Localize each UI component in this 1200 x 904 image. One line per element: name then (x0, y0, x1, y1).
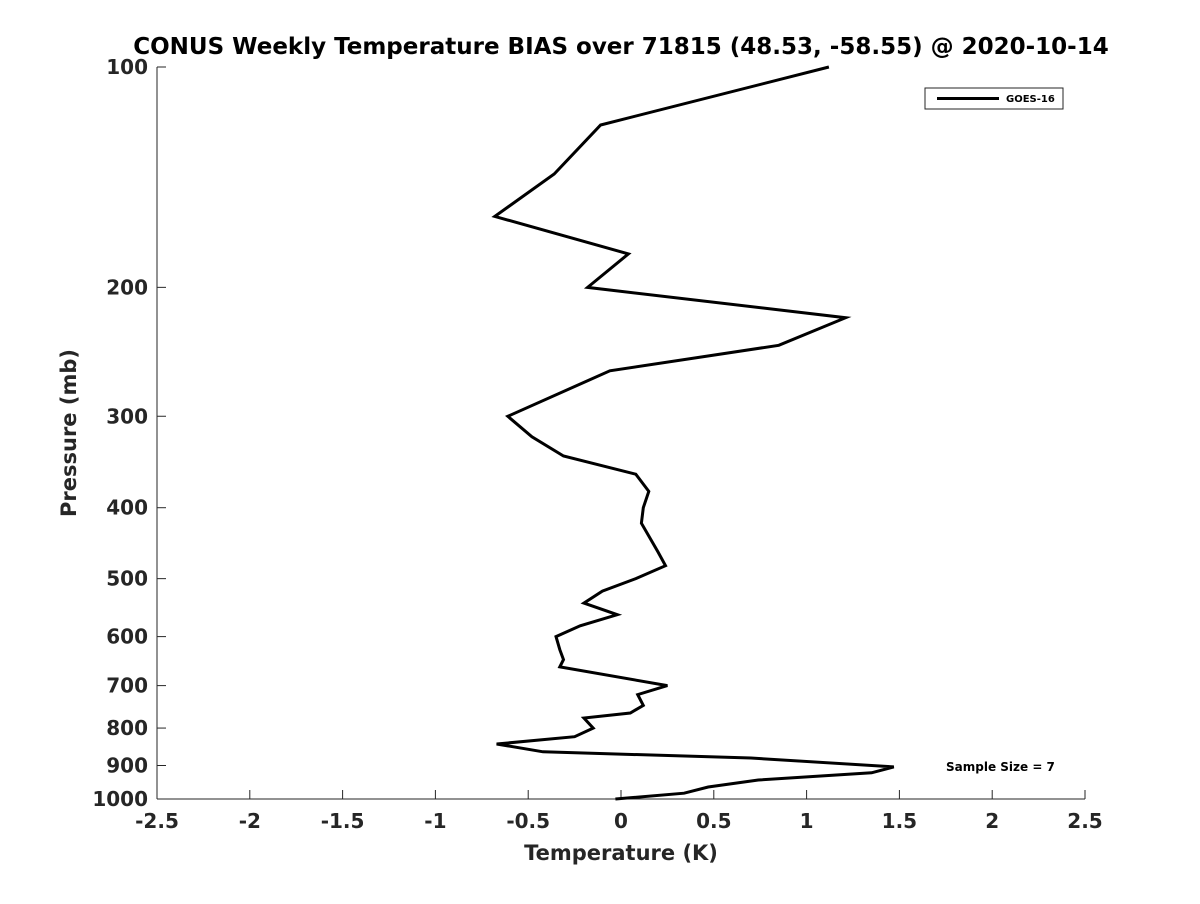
y-tick-label: 500 (106, 567, 148, 591)
y-tick-label: 1000 (92, 787, 148, 811)
x-tick-label: 2 (985, 809, 999, 833)
x-tick-label: -2.5 (135, 809, 179, 833)
y-tick-label: 200 (106, 275, 148, 299)
x-tick-label: 1.5 (882, 809, 917, 833)
y-tick-label: 100 (106, 55, 148, 79)
series-layer (491, 65, 895, 801)
x-tick-label: 1 (800, 809, 814, 833)
axes (156, 67, 1085, 800)
legend: GOES-16 (924, 87, 1064, 110)
x-tick-label: 2.5 (1067, 809, 1102, 833)
y-axis-label: Pressure (mb) (57, 349, 81, 517)
x-tick-label: -1 (424, 809, 446, 833)
legend-label-goes-16: GOES-16 (1006, 94, 1055, 105)
x-tick-label: 0 (614, 809, 628, 833)
x-axis-label: Temperature (K) (524, 841, 718, 865)
x-tick-label: 0.5 (696, 809, 731, 833)
x-axis-ticks: -2.5 -2 -1.5 -1 -0.5 0 0.5 1 1.5 2 2.5 (135, 790, 1103, 833)
x-tick-label: -2 (239, 809, 261, 833)
y-axis-ticks: 100 200 300 400 500 600 700 800 900 1000 (92, 55, 166, 811)
x-tick-label: -0.5 (506, 809, 550, 833)
y-tick-label: 700 (106, 674, 148, 698)
sample-size-annotation: Sample Size = 7 (946, 760, 1055, 774)
x-tick-label: -1.5 (321, 809, 365, 833)
y-tick-label: 900 (106, 754, 148, 778)
y-tick-label: 400 (106, 496, 148, 520)
y-tick-label: 300 (106, 404, 148, 428)
y-tick-label: 600 (106, 625, 148, 649)
y-tick-label: 800 (106, 716, 148, 740)
chart-title: CONUS Weekly Temperature BIAS over 71815… (133, 34, 1108, 60)
series-line-goes-16 (491, 65, 895, 801)
